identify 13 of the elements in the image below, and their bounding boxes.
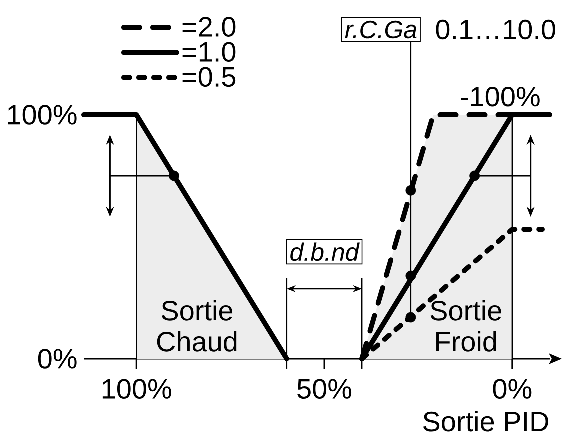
text: 0.1…10.0 — [436, 20, 556, 40]
x-tick-label: 0% — [493, 379, 532, 400]
legend-label: =0.5 — [182, 67, 236, 88]
legend-label: =2.0 — [182, 17, 236, 37]
x-tick-label: 100% — [102, 379, 172, 400]
annotation: Sortie Froid — [430, 300, 502, 352]
x-tick-label: 50% — [298, 379, 352, 400]
annotation: Sortie Chaud — [157, 300, 237, 352]
legend-label: =1.0 — [182, 42, 236, 62]
annotation: d.b.nd — [290, 242, 360, 262]
ref-line-label: r.C.Ga — [345, 20, 417, 39]
annotation: -100% — [461, 86, 540, 107]
x-axis-title: Sortie PID — [423, 411, 548, 432]
